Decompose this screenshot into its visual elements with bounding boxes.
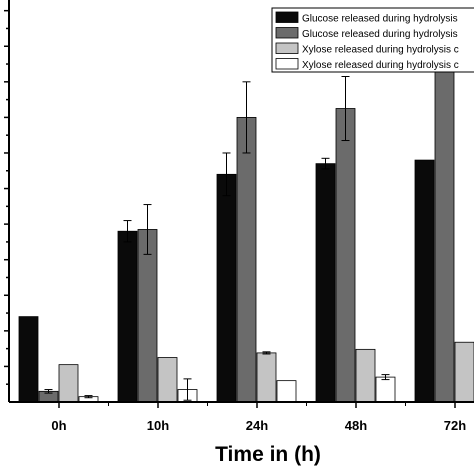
x-tick-label-24h: 24h xyxy=(246,418,268,433)
x-tick-label-48h: 48h xyxy=(345,418,367,433)
bar-s1-10h xyxy=(117,230,138,403)
bar-s1-48h xyxy=(315,163,336,403)
bar-s3-10h xyxy=(157,357,178,403)
legend: Glucose released during hydrolysis Glucos… xyxy=(271,7,474,73)
legend-label-4: Xylose released during hydrolysis c xyxy=(302,60,459,71)
bar-s2-10h xyxy=(137,229,158,403)
bar-s1-24h xyxy=(216,173,237,403)
x-tick-label-72h: 72h xyxy=(444,418,466,433)
legend-swatch-4 xyxy=(275,58,299,70)
bar-s2-24h xyxy=(236,116,257,403)
legend-box xyxy=(271,7,474,73)
bar-s1-0h xyxy=(18,316,39,403)
legend-swatch-1 xyxy=(275,11,299,23)
bar-s3-0h xyxy=(58,364,79,403)
plot-area xyxy=(18,27,474,403)
bar-s1-72h xyxy=(414,159,435,403)
x-tick-labels: 0h 10h 24h 48h 72h xyxy=(51,418,466,433)
axis-ticks xyxy=(4,9,456,408)
legend-label-2: Glucose released during hydrolysis xyxy=(302,29,458,40)
bar-s3-72h xyxy=(454,341,474,403)
x-tick-label-10h: 10h xyxy=(147,418,169,433)
bar-s2-72h xyxy=(434,35,455,403)
bar-s4-24h xyxy=(276,380,297,403)
bar-s4-48h xyxy=(375,376,396,403)
x-axis-title: Time in (h) xyxy=(215,443,321,466)
bar-s3-48h xyxy=(355,348,376,403)
legend-label-3: Xylose released during hydrolysis c xyxy=(302,45,459,56)
x-tick-label-0h: 0h xyxy=(51,418,66,433)
legend-swatch-2 xyxy=(275,27,299,39)
bar-s2-48h xyxy=(335,108,356,403)
legend-swatch-3 xyxy=(275,42,299,54)
bar-s3-24h xyxy=(256,352,277,403)
legend-label-1: Glucose released during hydrolysis xyxy=(302,14,458,25)
